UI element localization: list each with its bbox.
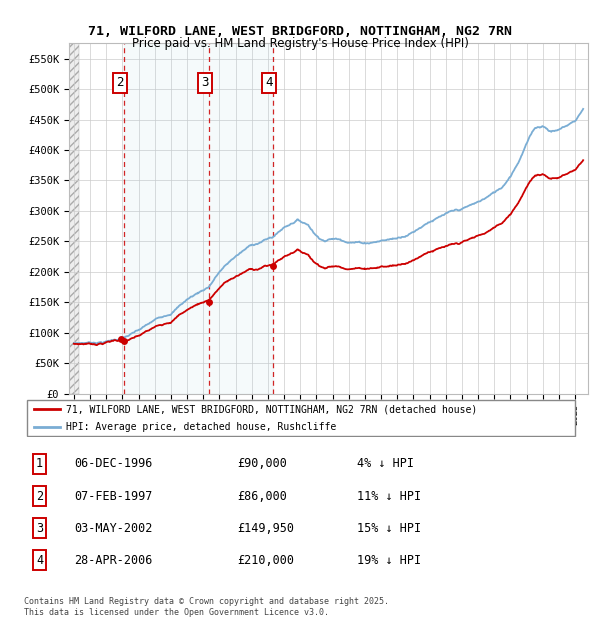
Text: 3: 3	[36, 521, 43, 534]
Text: £149,950: £149,950	[238, 521, 295, 534]
FancyBboxPatch shape	[27, 400, 575, 436]
Text: 11% ↓ HPI: 11% ↓ HPI	[357, 490, 421, 502]
Text: HPI: Average price, detached house, Rushcliffe: HPI: Average price, detached house, Rush…	[65, 422, 336, 432]
Text: Contains HM Land Registry data © Crown copyright and database right 2025.
This d: Contains HM Land Registry data © Crown c…	[24, 598, 389, 617]
Text: 19% ↓ HPI: 19% ↓ HPI	[357, 554, 421, 567]
Text: 15% ↓ HPI: 15% ↓ HPI	[357, 521, 421, 534]
Text: 28-APR-2006: 28-APR-2006	[74, 554, 152, 567]
Bar	[69, 43, 79, 394]
Text: 3: 3	[201, 76, 208, 89]
Text: Price paid vs. HM Land Registry's House Price Index (HPI): Price paid vs. HM Land Registry's House …	[131, 37, 469, 50]
Text: 2: 2	[116, 76, 124, 89]
Text: 06-DEC-1996: 06-DEC-1996	[74, 458, 152, 471]
Text: 1: 1	[36, 458, 43, 471]
Text: 2: 2	[36, 490, 43, 502]
Text: 4% ↓ HPI: 4% ↓ HPI	[357, 458, 414, 471]
Text: 07-FEB-1997: 07-FEB-1997	[74, 490, 152, 502]
Text: £86,000: £86,000	[238, 490, 287, 502]
Text: 4: 4	[265, 76, 273, 89]
Text: 71, WILFORD LANE, WEST BRIDGFORD, NOTTINGHAM, NG2 7RN (detached house): 71, WILFORD LANE, WEST BRIDGFORD, NOTTIN…	[65, 404, 477, 414]
Text: 71, WILFORD LANE, WEST BRIDGFORD, NOTTINGHAM, NG2 7RN: 71, WILFORD LANE, WEST BRIDGFORD, NOTTIN…	[88, 25, 512, 38]
Bar	[124, 43, 273, 394]
Text: 03-MAY-2002: 03-MAY-2002	[74, 521, 152, 534]
Text: £210,000: £210,000	[238, 554, 295, 567]
Text: £90,000: £90,000	[238, 458, 287, 471]
Text: 4: 4	[36, 554, 43, 567]
